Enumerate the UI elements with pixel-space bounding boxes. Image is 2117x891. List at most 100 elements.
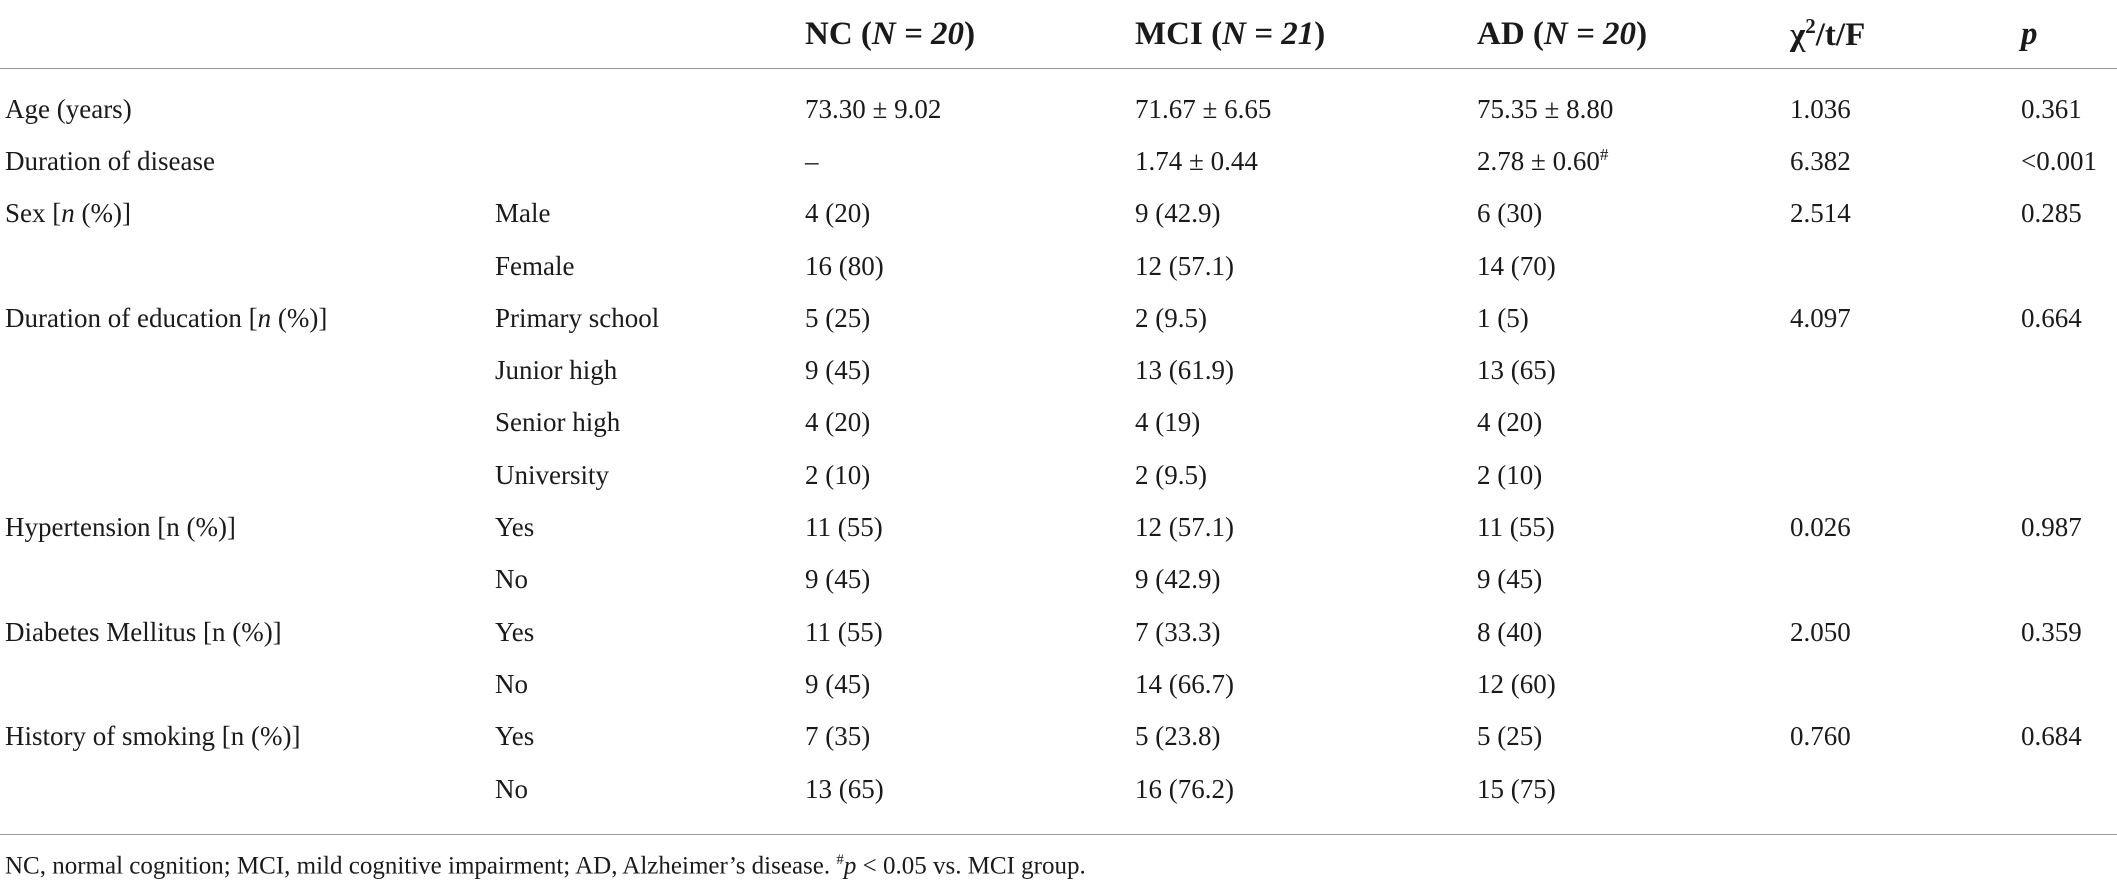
- cell-category: No: [495, 773, 528, 804]
- cell-nc: 11 (55): [805, 616, 883, 647]
- cell-category: Senior high: [495, 407, 621, 438]
- cell-statistic: 1.036: [1790, 93, 1851, 124]
- cell-nc: 5 (25): [805, 302, 871, 333]
- cell-statistic: 4.097: [1790, 302, 1851, 333]
- header-mci: MCI (N = 21): [1130, 0, 1472, 69]
- header-p-value: p: [2016, 0, 2117, 69]
- cell-statistic: 0.760: [1790, 721, 1851, 752]
- cell-p-value: [2016, 763, 2117, 829]
- cell-mci: 16 (76.2): [1135, 773, 1234, 804]
- cell-variable: [0, 554, 490, 606]
- table-footnote: NC, normal cognition; MCI, mild cognitiv…: [5, 852, 1086, 880]
- table-row: No 13 (65) 16 (76.2) 15 (75): [0, 763, 2117, 829]
- cell-mci: 1.74 ± 0.44: [1135, 145, 1258, 176]
- table-row: Female 16 (80) 12 (57.1) 14 (70): [0, 240, 2117, 292]
- cell-category: Junior high: [495, 355, 618, 386]
- cell-nc: 4 (20): [805, 198, 871, 229]
- cell-variable: Sex [n (%)]: [5, 198, 131, 229]
- table-row: Diabetes Mellitus [n (%)] Yes 11 (55) 7 (33…: [0, 606, 2117, 658]
- cell-p-value: 0.359: [2021, 616, 2082, 647]
- cell-variable: Diabetes Mellitus [n (%)]: [5, 616, 282, 647]
- cell-category: Primary school: [495, 302, 660, 333]
- cell-nc: 11 (55): [805, 512, 883, 543]
- table-row: Duration of disease – 1.74 ± 0.44 2.78 ± 0.…: [0, 135, 2117, 187]
- cell-p-value: [2016, 658, 2117, 710]
- cell-category: No: [495, 668, 528, 699]
- cell-mci: 7 (33.3): [1135, 616, 1221, 647]
- cell-nc: 9 (45): [805, 564, 871, 595]
- cell-nc: –: [805, 145, 819, 176]
- cell-mci: 4 (19): [1135, 407, 1201, 438]
- cell-nc: 16 (80): [805, 250, 884, 281]
- cell-p-value: [2016, 344, 2117, 396]
- cell-nc: 73.30 ± 9.02: [805, 93, 942, 124]
- cell-variable: [0, 240, 490, 292]
- cell-ad: 8 (40): [1477, 616, 1543, 647]
- cell-p-value: 0.684: [2021, 721, 2082, 752]
- cell-statistic: [1785, 449, 2016, 501]
- cell-category: No: [495, 564, 528, 595]
- cell-variable: Hypertension [n (%)]: [5, 512, 236, 543]
- header-category: [490, 0, 800, 69]
- table-row: No 9 (45) 9 (42.9) 9 (45): [0, 554, 2117, 606]
- cell-ad: 9 (45): [1477, 564, 1543, 595]
- cell-nc: 9 (45): [805, 668, 871, 699]
- table-row: Age (years) 73.30 ± 9.02 71.67 ± 6.65 75.35…: [0, 69, 2117, 136]
- table-row: Hypertension [n (%)] Yes 11 (55) 12 (57.1) 1…: [0, 501, 2117, 553]
- cell-ad: 6 (30): [1477, 198, 1543, 229]
- cell-statistic: 2.514: [1790, 198, 1851, 229]
- cell-variable: Duration of disease: [5, 145, 215, 176]
- cell-mci: 9 (42.9): [1135, 198, 1221, 229]
- cell-statistic: [1785, 344, 2016, 396]
- cell-ad: 14 (70): [1477, 250, 1556, 281]
- cell-mci: 9 (42.9): [1135, 564, 1221, 595]
- cell-variable: [0, 763, 490, 829]
- cell-variable: Age (years): [5, 93, 132, 124]
- cell-category: University: [495, 459, 609, 490]
- table-row: History of smoking [n (%)] Yes 7 (35) 5 (23…: [0, 711, 2117, 763]
- cell-p-value: <0.001: [2021, 145, 2097, 176]
- cell-mci: 5 (23.8): [1135, 721, 1221, 752]
- cell-variable: [0, 397, 490, 449]
- cell-statistic: [1785, 763, 2016, 829]
- cell-p-value: 0.285: [2021, 198, 2082, 229]
- cell-statistic: 6.382: [1790, 145, 1851, 176]
- cell-ad: 13 (65): [1477, 355, 1556, 386]
- cell-mci: 12 (57.1): [1135, 250, 1234, 281]
- cell-p-value: 0.664: [2021, 302, 2082, 333]
- cell-ad: 1 (5): [1477, 302, 1529, 333]
- table-row: Duration of education [n (%)] Primary sch…: [0, 292, 2117, 344]
- cell-category: Yes: [495, 616, 535, 647]
- cell-category: [490, 135, 800, 187]
- cell-statistic: [1785, 554, 2016, 606]
- table-row: No 9 (45) 14 (66.7) 12 (60): [0, 658, 2117, 710]
- cell-ad: 4 (20): [1477, 407, 1543, 438]
- cell-ad: 15 (75): [1477, 773, 1556, 804]
- cell-mci: 71.67 ± 6.65: [1135, 93, 1272, 124]
- cell-ad: 2.78 ± 0.60#: [1477, 145, 1609, 177]
- table-bottom-rule: [0, 834, 2117, 835]
- cell-mci: 12 (57.1): [1135, 512, 1234, 543]
- header-variable: [0, 0, 490, 69]
- cell-variable: [0, 344, 490, 396]
- demographics-table: NC (N = 20) MCI (N = 21) AD (N = 20) χ2/…: [0, 0, 2117, 829]
- cell-p-value: [2016, 449, 2117, 501]
- cell-statistic: [1785, 397, 2016, 449]
- cell-category: Male: [495, 198, 551, 229]
- table-row: Sex [n (%)] Male 4 (20) 9 (42.9) 6 (30) 2.514…: [0, 188, 2117, 240]
- cell-statistic: [1785, 658, 2016, 710]
- cell-category: Female: [495, 250, 575, 281]
- cell-statistic: [1785, 240, 2016, 292]
- cell-ad: 5 (25): [1477, 721, 1543, 752]
- cell-ad: 12 (60): [1477, 668, 1556, 699]
- cell-p-value: 0.361: [2021, 93, 2082, 124]
- cell-nc: 2 (10): [805, 459, 871, 490]
- cell-category: [490, 69, 800, 136]
- cell-nc: 7 (35): [805, 721, 871, 752]
- cell-ad: 2 (10): [1477, 459, 1543, 490]
- cell-mci: 13 (61.9): [1135, 355, 1234, 386]
- cell-variable: [0, 449, 490, 501]
- data-table-container: NC (N = 20) MCI (N = 21) AD (N = 20) χ2/…: [0, 0, 2117, 829]
- cell-statistic: 0.026: [1790, 512, 1851, 543]
- cell-p-value: 0.987: [2021, 512, 2082, 543]
